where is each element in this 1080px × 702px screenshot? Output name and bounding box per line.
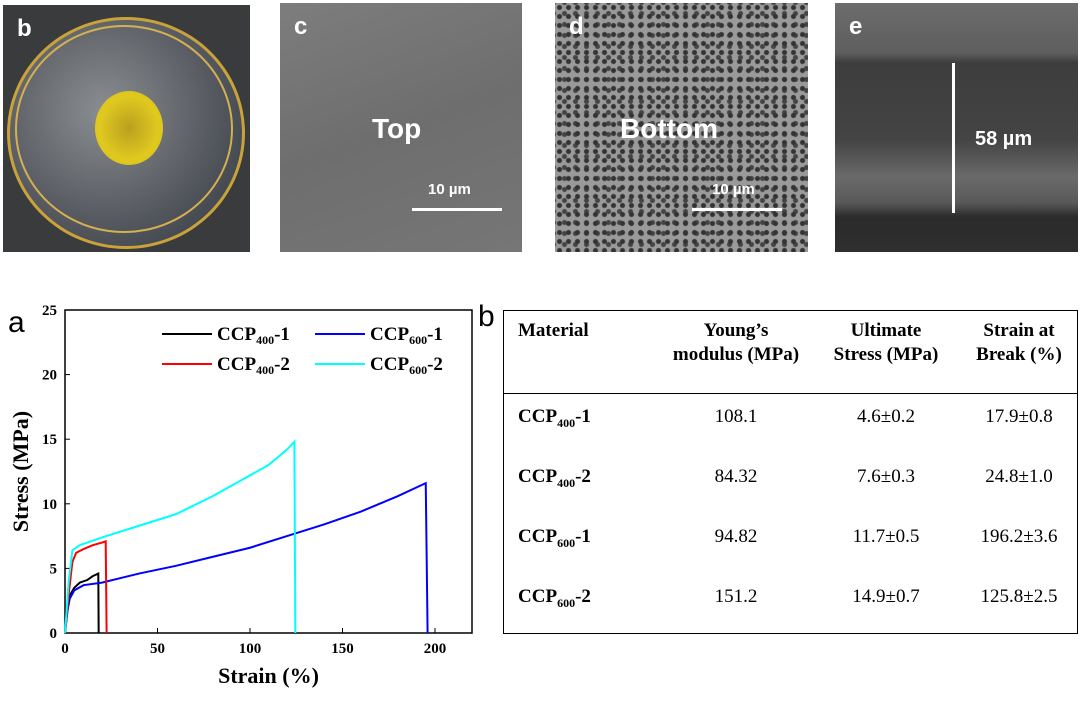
legend-label: CCP600-2: [370, 354, 443, 377]
y-tick-label: 10: [42, 497, 57, 513]
panel-label-table: b: [478, 300, 495, 333]
table-cell: 196.2±3.6: [980, 526, 1058, 547]
table-header: Strain at Break (%): [976, 320, 1062, 365]
legend-label: CCP600-1: [370, 324, 443, 347]
x-tick-label: 0: [61, 641, 69, 657]
table-row-material: CCP600-2: [518, 586, 591, 610]
table-cell: 108.1: [714, 406, 758, 427]
table-cell: 7.6±0.3: [857, 466, 915, 487]
table-row-material: CCP400-1: [518, 406, 591, 430]
table-cell: 4.6±0.2: [857, 406, 915, 427]
panel-label-a: a: [8, 306, 25, 339]
panel-label-e: e: [849, 13, 863, 40]
scale-bar: [692, 208, 782, 211]
panel-label-c: c: [294, 13, 308, 40]
x-tick-label: 50: [150, 641, 165, 657]
x-tick-label: 100: [239, 641, 262, 657]
series-line-600-1: [64, 481, 429, 634]
petri-dish-inner-rim: [15, 25, 233, 233]
y-tick-label: 25: [42, 303, 57, 319]
petri-dish-photo: b: [3, 5, 250, 252]
image-title-top: Top: [372, 113, 422, 144]
table-cell: 11.7±0.5: [852, 526, 920, 547]
x-axis-label: Strain (%): [218, 663, 319, 688]
header-divider: [504, 393, 1077, 394]
legend-label: CCP400-2: [217, 354, 290, 377]
table-header: Ultimate Stress (MPa): [833, 320, 939, 365]
stress-strain-chart: 0 50 100 150 200 0 5 10 15 20 25 Strain (%) Stress (…: [8, 303, 473, 688]
x-tick-label: 200: [424, 641, 447, 657]
table-row-material: CCP400-2: [518, 466, 591, 490]
legend-label: CCP400-1: [217, 324, 290, 347]
mechanical-properties-table: Material Young’s modulus (MPa) Ultimate Stre…: [503, 310, 1078, 634]
panel-label-b: b: [17, 15, 32, 42]
yellow-membrane-disc: [95, 91, 163, 165]
table-cell: 125.8±2.5: [980, 586, 1058, 607]
table-cell: 24.8±1.0: [985, 466, 1053, 487]
table-header: Material: [518, 320, 589, 341]
table-cell: 94.82: [714, 526, 758, 547]
panel-label-d: d: [569, 13, 584, 40]
y-tick-label: 5: [50, 561, 58, 577]
scale-bar-label: 10 µm: [712, 181, 755, 198]
sem-bottom-image: d Bottom 10 µm: [555, 3, 808, 252]
table-cell: 84.32: [714, 466, 758, 487]
series-line-400-2: [64, 539, 108, 634]
plot-frame: [64, 309, 473, 634]
y-axis-label: Stress (MPa): [8, 411, 33, 532]
double-arrow-icon: [952, 63, 955, 213]
scale-bar-label: 10 µm: [428, 181, 471, 198]
y-tick-label: 20: [42, 368, 57, 384]
table-header: Young’s modulus (MPa): [672, 320, 800, 365]
table-cell: 14.9±0.7: [852, 586, 920, 607]
sem-cross-section-image: e 58 µm: [835, 3, 1078, 252]
scale-bar: [412, 208, 502, 211]
sem-top-image: c Top 10 µm: [280, 3, 522, 252]
series-line-600-2: [64, 439, 297, 634]
table-row-material: CCP600-1: [518, 526, 591, 550]
image-title-bottom: Bottom: [620, 113, 718, 144]
y-tick-label: 0: [50, 626, 58, 642]
x-tick-label: 150: [331, 641, 354, 657]
table-cell: 17.9±0.8: [985, 406, 1053, 427]
table-cell: 151.2: [714, 586, 758, 607]
y-tick-label: 15: [42, 432, 57, 448]
thickness-label: 58 µm: [975, 128, 1033, 150]
